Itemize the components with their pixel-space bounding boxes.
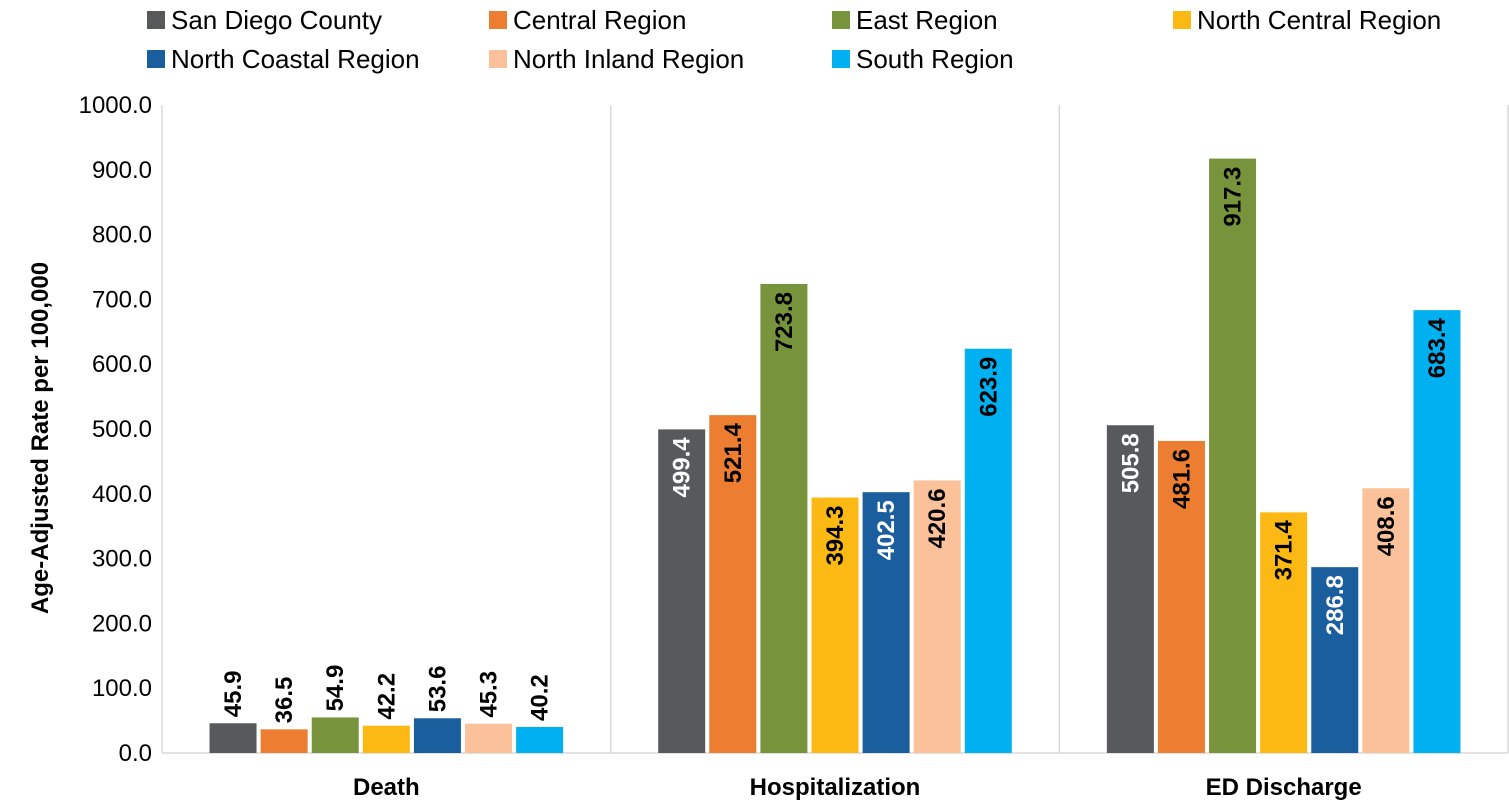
bar — [1157, 440, 1205, 753]
bar — [964, 348, 1012, 753]
data-label: 420.6 — [924, 488, 951, 548]
bar — [862, 492, 910, 753]
x-tick-label: ED Discharge — [1206, 774, 1362, 801]
y-tick-label: 300.0 — [92, 546, 152, 573]
legend-item: Central Region — [489, 5, 686, 35]
legend-swatch — [1173, 11, 1191, 29]
data-label: 623.9 — [975, 357, 1002, 417]
legend-label: Central Region — [513, 5, 686, 35]
y-axis-label: Age-Adjusted Rate per 100,000 — [27, 262, 54, 614]
bar — [209, 723, 257, 753]
y-tick-label: 1000.0 — [79, 92, 152, 119]
legend-label: North Coastal Region — [171, 44, 420, 74]
y-tick-label: 0.0 — [119, 740, 152, 767]
legend-swatch — [147, 11, 165, 29]
bars — [209, 158, 1461, 753]
data-label: 499.4 — [669, 437, 696, 498]
legend-item: East Region — [832, 5, 998, 35]
y-tick-label: 800.0 — [92, 222, 152, 249]
bar — [709, 415, 757, 753]
bar — [516, 726, 564, 753]
y-tick-label: 200.0 — [92, 610, 152, 637]
bar — [811, 497, 859, 753]
y-tick-label: 100.0 — [92, 675, 152, 702]
data-label: 371.4 — [1271, 520, 1298, 581]
data-label: 394.3 — [822, 505, 849, 565]
data-label: 40.2 — [527, 674, 554, 721]
legend-item: North Central Region — [1173, 5, 1441, 35]
y-tick-label: 600.0 — [92, 351, 152, 378]
legend-item: South Region — [832, 44, 1014, 74]
bar — [1362, 488, 1410, 753]
data-label: 53.6 — [424, 666, 451, 713]
legend-item: San Diego County — [147, 5, 382, 35]
data-label: 683.4 — [1424, 318, 1451, 379]
bar — [1106, 425, 1154, 753]
y-axis: 0.0 100.0 200.0 300.0 400.0 500.0 600.0 700.0 80… — [79, 92, 152, 767]
legend-label: North Central Region — [1197, 5, 1441, 35]
bar — [760, 283, 808, 753]
data-label: 505.8 — [1117, 433, 1144, 493]
legend-label: San Diego County — [171, 5, 382, 35]
legend-label: East Region — [856, 5, 998, 35]
x-tick-label: Death — [353, 774, 420, 801]
legend-swatch — [832, 50, 850, 68]
y-tick-label: 900.0 — [92, 157, 152, 184]
data-label: 36.5 — [271, 677, 298, 724]
bar — [362, 725, 410, 753]
data-label: 481.6 — [1168, 449, 1195, 509]
legend-item: North Coastal Region — [147, 44, 420, 74]
bar — [1260, 512, 1308, 753]
bar — [1311, 567, 1359, 753]
legend: San Diego County Central Region East Regio… — [147, 5, 1441, 74]
data-labels: 45.9 36.5 54.9 42.2 53.6 45.3 40.2 499.4 521.4 72… — [220, 167, 1451, 724]
bar — [1209, 158, 1257, 753]
data-label: 54.9 — [322, 665, 349, 712]
legend-item: North Inland Region — [489, 44, 744, 74]
data-label: 42.2 — [373, 673, 400, 720]
data-label: 45.9 — [220, 671, 247, 718]
bar — [311, 717, 359, 753]
bar — [913, 480, 961, 753]
legend-swatch — [832, 11, 850, 29]
y-tick-label: 400.0 — [92, 481, 152, 508]
data-label: 521.4 — [720, 422, 747, 483]
x-axis: Death Hospitalization ED Discharge — [353, 774, 1362, 801]
legend-label: North Inland Region — [513, 44, 744, 74]
legend-label: South Region — [856, 44, 1014, 74]
legend-swatch — [147, 50, 165, 68]
bar — [1413, 310, 1461, 753]
y-tick-label: 700.0 — [92, 286, 152, 313]
x-tick-label: Hospitalization — [750, 774, 921, 801]
legend-swatch — [489, 50, 507, 68]
legend-swatch — [489, 11, 507, 29]
y-tick-label: 500.0 — [92, 416, 152, 443]
data-label: 917.3 — [1220, 167, 1247, 227]
data-label: 45.3 — [476, 671, 503, 718]
bar — [658, 429, 706, 753]
bar — [260, 729, 308, 753]
data-label: 402.5 — [873, 500, 900, 560]
bar — [465, 723, 513, 753]
data-label: 723.8 — [771, 292, 798, 352]
bar — [413, 718, 461, 753]
data-label: 286.8 — [1322, 575, 1349, 635]
data-label: 408.6 — [1373, 496, 1400, 556]
